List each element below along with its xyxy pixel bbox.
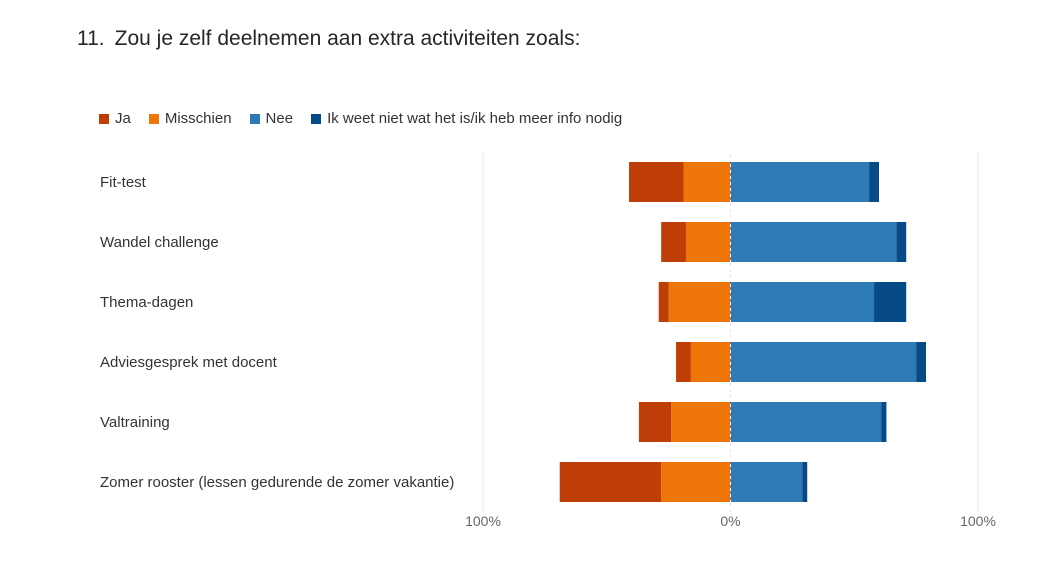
legend-swatch-onbekend [311, 113, 322, 124]
bar-nee-wandel-challenge [730, 222, 897, 262]
bar-ik-weet-niet-wat-het-valtraining [881, 402, 887, 442]
bar-ik-weet-niet-wat-het-adviesgesprek-met-docent [916, 342, 927, 382]
bar-nee-fit-test [730, 162, 870, 202]
x-tick-label-2: 100% [960, 513, 996, 529]
legend-item-ja: Ja [99, 110, 131, 127]
bar-ja-fit-test [629, 162, 684, 202]
legend-item-onbekend: Ik weet niet wat het is/ik heb meer info… [311, 110, 622, 127]
bar-nee-thema-dagen [730, 282, 875, 322]
bar-misschien-adviesgesprek-met-docent [690, 342, 731, 382]
legend-swatch-ja [99, 113, 109, 124]
bar-ja-wandel-challenge [661, 222, 686, 262]
bar-ja-adviesgesprek-met-docent [676, 342, 691, 382]
legend-label-nee: Nee [265, 110, 294, 127]
category-label-valtraining: Valtraining [100, 414, 170, 431]
bar-ik-weet-niet-wat-het-thema-dagen [874, 282, 907, 322]
bar-misschien-wandel-challenge [685, 222, 731, 262]
category-label-zomer-rooster-lessen-gedurende: Zomer rooster (lessen gedurende de zomer… [100, 474, 454, 491]
bar-misschien-zomer-rooster-lessen-gedurende [661, 462, 731, 502]
bar-misschien-thema-dagen [668, 282, 731, 322]
bar-ja-valtraining [638, 402, 672, 442]
bar-ja-thema-dagen [658, 282, 669, 322]
bar-ik-weet-niet-wat-het-zomer-rooster-lessen-gedurende [802, 462, 808, 502]
category-label-fit-test: Fit-test [100, 174, 147, 191]
legend-swatch-misschien [148, 113, 159, 124]
category-label-adviesgesprek-met-docent: Adviesgesprek met docent [100, 354, 278, 371]
bar-misschien-fit-test [683, 162, 731, 202]
bar-nee-valtraining [730, 402, 882, 442]
x-tick-label-1: 0% [720, 513, 740, 529]
legend-item-misschien: Misschien [148, 110, 232, 127]
question-number: 11. [77, 27, 105, 50]
legend-label-misschien: Misschien [164, 110, 232, 127]
legend-item-nee: Nee [249, 110, 294, 127]
legend-label-ja: Ja [115, 110, 131, 127]
bar-ik-weet-niet-wat-het-fit-test [869, 162, 879, 202]
question-text: Zou je zelf deelnemen aan extra activite… [114, 27, 581, 50]
bar-nee-zomer-rooster-lessen-gedurende [730, 462, 803, 502]
legend-label-onbekend: Ik weet niet wat het is/ik heb meer info… [327, 110, 623, 127]
legend-swatch-nee [249, 113, 260, 124]
category-label-wandel-challenge: Wandel challenge [100, 234, 219, 251]
question-title: 11. Zou je zelf deelnemen aan extra activ… [77, 27, 580, 51]
bar-ik-weet-niet-wat-het-wandel-challenge [896, 222, 907, 262]
bar-ja-zomer-rooster-lessen-gedurende [559, 462, 662, 502]
category-label-thema-dagen: Thema-dagen [100, 294, 193, 311]
chart-legend: Ja Misschien Nee Ik weet niet wat het is… [99, 110, 640, 127]
bar-misschien-valtraining [671, 402, 731, 442]
bar-nee-adviesgesprek-met-docent [730, 342, 917, 382]
x-tick-label-0: 100% [465, 513, 501, 529]
